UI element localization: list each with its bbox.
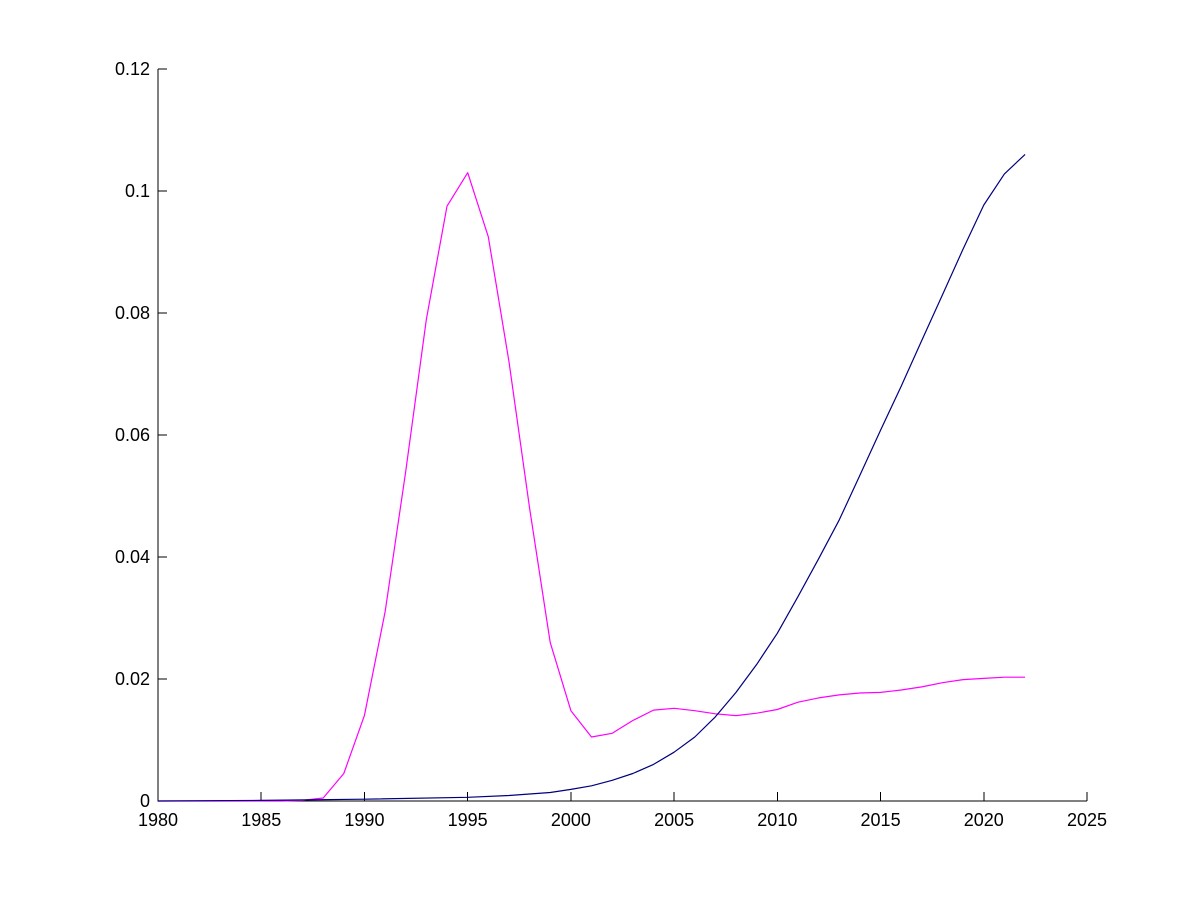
x-tick-label: 1985 bbox=[241, 810, 281, 830]
x-tick-label: 2025 bbox=[1067, 810, 1107, 830]
axes bbox=[157, 69, 1087, 802]
y-tick-label: 0.1 bbox=[125, 181, 150, 201]
y-tick-label: 0.04 bbox=[115, 547, 150, 567]
y-tick-label: 0.08 bbox=[115, 303, 150, 323]
y-tick-label: 0.02 bbox=[115, 669, 150, 689]
x-tick-label: 2015 bbox=[861, 810, 901, 830]
series-line-1 bbox=[158, 172, 1026, 802]
x-tick-label: 1980 bbox=[138, 810, 178, 830]
x-tick-label: 2010 bbox=[757, 810, 797, 830]
x-tick-label: 2020 bbox=[964, 810, 1004, 830]
series-layer bbox=[157, 153, 1026, 802]
y-tick-label: 0.06 bbox=[115, 425, 150, 445]
x-axis-ticks: 1980 1985 1990 1995 2000 2005 2010 2015 2020 2025 bbox=[138, 792, 1107, 830]
x-tick-label: 2000 bbox=[551, 810, 591, 830]
axis-frame bbox=[157, 69, 1087, 802]
x-tick-label: 1995 bbox=[448, 810, 488, 830]
y-axis-ticks: 0 0.02 0.04 0.06 0.08 0.1 0.12 bbox=[115, 59, 167, 811]
y-tick-label: 0 bbox=[140, 791, 150, 811]
x-tick-label: 1990 bbox=[344, 810, 384, 830]
y-tick-label: 0.12 bbox=[115, 59, 150, 79]
x-tick-label: 2005 bbox=[654, 810, 694, 830]
series-line-2 bbox=[157, 153, 1026, 802]
